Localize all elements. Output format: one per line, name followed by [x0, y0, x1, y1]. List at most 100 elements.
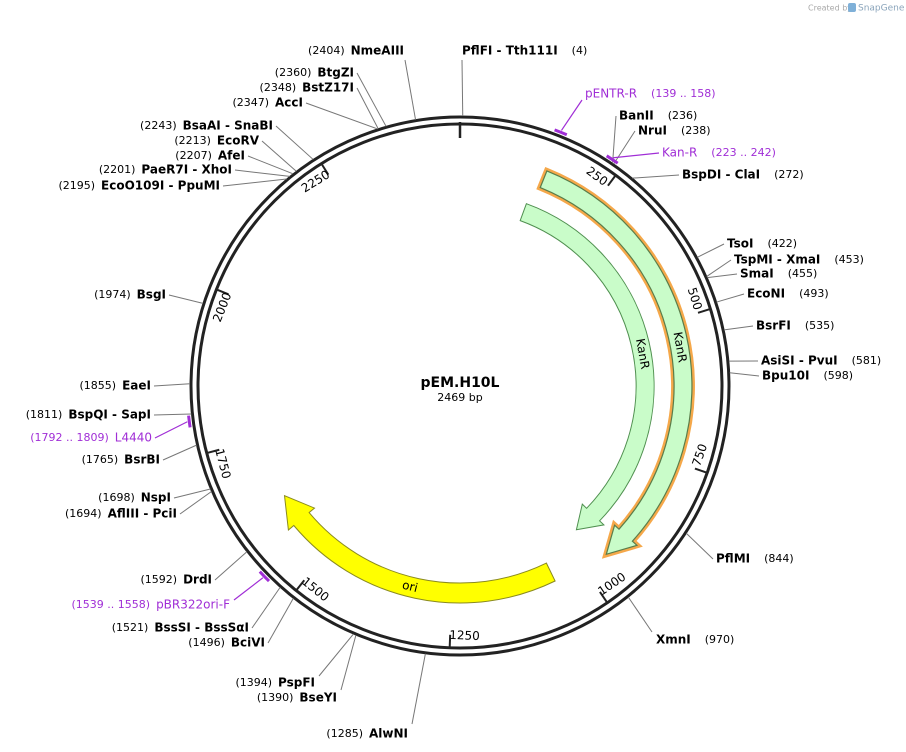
site-name: PaeR7I - XhoI — [141, 163, 232, 177]
site-leader — [613, 130, 636, 165]
site-leader — [612, 115, 617, 164]
tick-mark — [697, 308, 711, 314]
site-position: (2243) — [140, 119, 177, 132]
primer-name: L4440 — [115, 431, 152, 445]
site-name: BspQI - SapI — [68, 408, 151, 422]
site-position: (455) — [788, 267, 818, 280]
primer-range: (139 .. 158) — [651, 87, 716, 100]
site-name: EcoO109I - PpuMI — [101, 179, 220, 193]
site-leader — [461, 59, 464, 117]
tick-label: 1500 — [299, 574, 332, 604]
site-position: (970) — [705, 633, 735, 646]
site-name: AsiSI - PvuI — [761, 354, 838, 368]
site-leader — [234, 169, 290, 177]
tick-mark — [448, 634, 452, 648]
site-position: (1765) — [82, 453, 119, 466]
site-name: AlwNI — [369, 727, 408, 741]
site-leader — [275, 125, 314, 160]
site-position: (1496) — [188, 636, 225, 649]
site-position: (1855) — [80, 379, 117, 392]
tick-label: 1000 — [595, 570, 628, 599]
site-position: (2201) — [99, 163, 136, 176]
site-leader — [627, 596, 653, 633]
site-leader — [261, 140, 297, 172]
site-name: BstZ17I — [302, 81, 354, 95]
site-leader — [729, 372, 760, 377]
site-name: EcoRV — [217, 134, 260, 148]
site-name: BspDI - ClaI — [682, 168, 760, 182]
tick-mark — [607, 174, 617, 187]
primer-range: (223 .. 242) — [711, 146, 776, 159]
primer-range: (1539 .. 1558) — [72, 598, 151, 611]
watermark-logo — [848, 3, 856, 12]
site-leader — [214, 551, 248, 581]
site-name: EcoNI — [747, 287, 785, 301]
primer-name: pENTR-R — [585, 87, 637, 101]
site-name: BsrBI — [124, 453, 160, 467]
site-leader — [404, 59, 417, 120]
site-position: (1390) — [257, 691, 294, 704]
tick-mark — [599, 591, 609, 604]
site-position: (238) — [681, 124, 711, 137]
site-leader — [724, 325, 754, 331]
site-leader — [318, 633, 354, 677]
primer-mark — [258, 570, 271, 583]
site-position: (1285) — [326, 727, 363, 740]
site-leader — [707, 273, 738, 279]
site-leader — [305, 102, 378, 130]
tick-mark — [206, 448, 220, 455]
feature-label: ori — [401, 578, 420, 595]
site-position: (4) — [572, 44, 588, 57]
primer-mark — [605, 154, 619, 165]
site-leader — [267, 598, 294, 644]
site-leader — [168, 294, 204, 304]
site-position: (2213) — [174, 134, 211, 147]
site-name: SmaI — [740, 267, 774, 281]
site-position: (1811) — [26, 408, 63, 421]
site-name: AflIII - PciI — [108, 507, 177, 521]
site-position: (2207) — [175, 149, 212, 162]
site-name: BciVI — [231, 636, 265, 650]
site-leader — [153, 383, 191, 387]
site-leader — [340, 635, 357, 691]
site-position: (1974) — [94, 288, 131, 301]
site-name: NspI — [141, 491, 171, 505]
site-name: BsgI — [137, 288, 166, 302]
site-leader — [179, 491, 212, 515]
site-position: (453) — [834, 253, 864, 266]
site-name: Bpu10I — [762, 369, 809, 383]
site-name: BsaAI - SnaBI — [183, 119, 273, 133]
watermark-brand: SnapGene — [858, 4, 905, 14]
site-name: BssSI - BssSαI — [154, 621, 249, 635]
tick-label: 500 — [685, 286, 705, 312]
site-leader — [222, 178, 287, 187]
site-position: (1394) — [235, 676, 272, 689]
primer-name: pBR322ori-F — [156, 598, 230, 612]
site-position: (2348) — [260, 81, 297, 94]
primer-name: Kan-R — [662, 146, 697, 160]
site-name: NruI — [638, 124, 667, 138]
site-leader — [356, 87, 379, 129]
site-name: NmeAIII — [351, 44, 404, 58]
site-position: (1521) — [112, 621, 149, 634]
tick-mark — [295, 579, 306, 592]
tick-label: 1750 — [212, 447, 233, 480]
site-position: (844) — [764, 552, 794, 565]
site-name: TsoI — [727, 237, 753, 251]
tick-mark — [216, 288, 229, 296]
primer-leader — [613, 152, 660, 159]
primer-mark — [187, 415, 192, 428]
site-name: PflMI — [716, 552, 750, 566]
tick-label: 750 — [689, 442, 710, 468]
feature-arrow — [283, 494, 556, 604]
site-name: EaeI — [122, 379, 151, 393]
primer-leader — [233, 577, 264, 601]
site-leader — [632, 174, 680, 179]
tick-label: 2250 — [299, 167, 332, 195]
site-leader — [697, 243, 725, 258]
site-name: BtgZI — [317, 66, 354, 80]
site-name: BseYI — [299, 691, 337, 705]
